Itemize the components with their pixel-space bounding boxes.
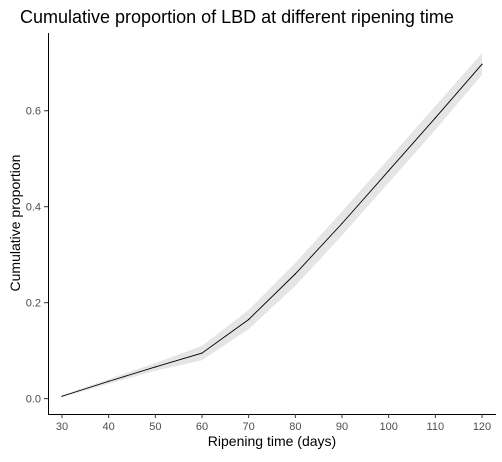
x-tick-label: 90 [336, 421, 348, 433]
x-tick-label: 110 [427, 421, 445, 433]
y-tick-label: 0.0 [26, 394, 41, 406]
data-point [154, 366, 156, 368]
data-point [341, 222, 343, 225]
x-tick-label: 70 [243, 421, 255, 433]
series-line [61, 63, 483, 397]
data-point [434, 117, 436, 119]
y-axis-ticks: 0.0 0.2 0.4 0.6 [26, 106, 48, 406]
x-tick-label: 50 [149, 421, 161, 433]
data-point [108, 380, 110, 382]
confidence-band [62, 53, 482, 398]
data-point [61, 395, 63, 397]
x-tick-label: 120 [473, 421, 491, 433]
y-tick-label: 0.2 [26, 298, 41, 310]
y-tick-label: 0.4 [26, 202, 41, 214]
y-axis-title: Cumulative proportion [7, 155, 23, 292]
x-tick-label: 30 [56, 421, 68, 433]
data-point [248, 318, 250, 321]
confidence-band-layer [62, 53, 482, 398]
series-line-layer [61, 63, 483, 397]
chart-title: Cumulative proportion of LBD at differen… [20, 7, 454, 27]
y-tick-label: 0.6 [26, 106, 41, 118]
data-point [294, 273, 296, 275]
x-axis-ticks: 30 40 50 60 70 80 90 100 110 120 [56, 414, 491, 433]
x-axis-title: Ripening time (days) [208, 433, 336, 449]
data-point [201, 352, 203, 354]
data-point [481, 63, 483, 65]
data-point [388, 170, 390, 172]
x-tick-label: 40 [103, 421, 115, 433]
x-tick-label: 100 [379, 421, 397, 433]
x-tick-label: 80 [289, 421, 301, 433]
x-tick-label: 60 [196, 421, 208, 433]
